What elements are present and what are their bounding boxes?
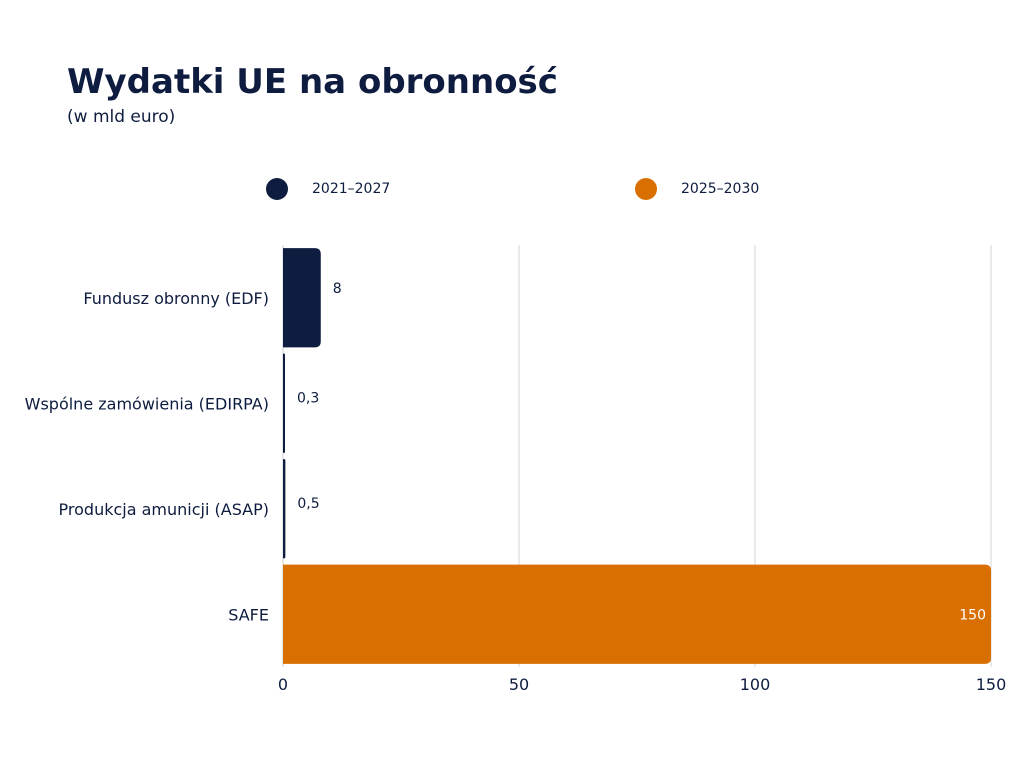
data-label-4: 150	[959, 607, 986, 623]
x-tick-label-50: 50	[509, 675, 529, 694]
category-label: Fundusz obronny (EDF)	[83, 289, 269, 308]
category-label: SAFE	[228, 605, 269, 624]
legend-marker-2025-2030	[635, 178, 657, 200]
chart-subtitle: (w mld euro)	[67, 107, 176, 127]
category-label: Wspólne zamówienia (EDIRPA)	[25, 394, 269, 413]
bar-1	[283, 248, 321, 348]
x-tick-label-150: 150	[976, 675, 1007, 694]
bar-3	[283, 459, 286, 559]
legend-label-2021-2027: 2021–2027	[312, 181, 391, 197]
x-tick-label-100: 100	[740, 675, 771, 694]
legend-marker-2021-2027	[266, 178, 288, 200]
legend-item-2025-2030: 2025–2030	[635, 178, 759, 200]
legend-label-2025-2030: 2025–2030	[681, 181, 760, 197]
data-label-2: 0,3	[297, 390, 319, 406]
data-label-1: 8	[333, 281, 342, 297]
data-label-3: 0,5	[297, 496, 319, 512]
bar-4	[283, 564, 991, 664]
bar-2	[283, 353, 285, 453]
legend-item-2021-2027: 2021–2027	[266, 178, 390, 200]
chart-title: Wydatki UE na obronność	[67, 62, 558, 102]
category-label: Produkcja amunicji (ASAP)	[59, 500, 269, 519]
x-tick-label-0: 0	[278, 675, 288, 694]
